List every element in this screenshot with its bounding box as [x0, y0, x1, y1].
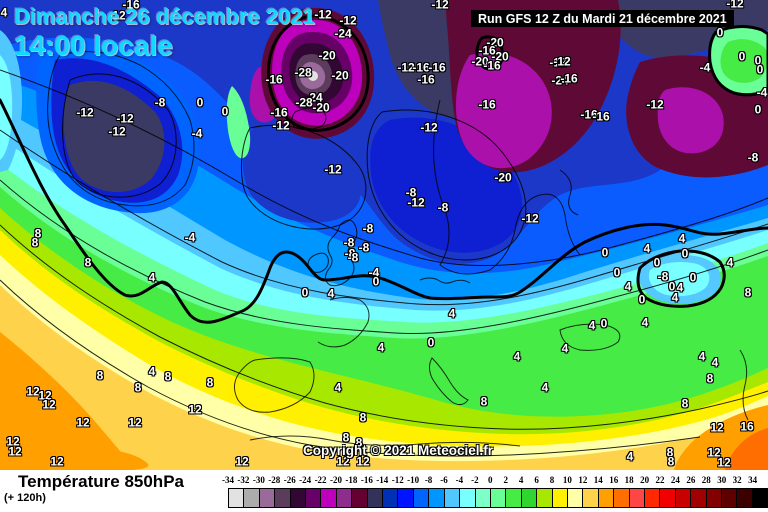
legend-tick: 2: [503, 475, 508, 485]
legend-cell: [643, 489, 660, 507]
legend-cell: [674, 489, 691, 507]
legend-cell: [320, 489, 336, 507]
legend-cell: [274, 489, 290, 507]
coastlines: [47, 51, 749, 447]
legend-tick: -2: [471, 475, 479, 485]
legend-cell: [721, 489, 737, 507]
legend-tick: -22: [314, 475, 327, 485]
legend-cell: [305, 489, 321, 507]
legend-tick-labels: -34 -32 -30 -28 -26 -24 -22 -20 -18 -16 -14 -12 -10-…: [222, 475, 768, 486]
legend-cell: [366, 489, 383, 507]
legend-tick: -6: [440, 475, 448, 485]
legend-tick: 10: [562, 475, 572, 485]
legend-tick: -32: [237, 475, 250, 485]
legend-cell: [397, 489, 413, 507]
legend-cell: [628, 489, 644, 507]
legend-cell: [551, 489, 567, 507]
legend-tick: 24: [670, 475, 680, 485]
legend-tick: 8: [549, 475, 555, 485]
run-banner: Run GFS 12 Z du Mardi 21 décembre 2021: [471, 10, 734, 27]
legend-cell: [751, 489, 768, 507]
legend-cell: [382, 489, 398, 507]
legend-tick: -30: [252, 475, 265, 485]
copyright-text: Copyright © 2021 Meteociel.fr: [303, 443, 493, 458]
legend-cell: [243, 489, 259, 507]
legend-cell: [412, 489, 429, 507]
legend-cell: [613, 489, 629, 507]
legend-tick: 14: [593, 475, 603, 485]
map-area: 4 -16 -12 -12 -12 -12 -24 -20 -28 -20 -16 -24 -28 -20…: [0, 0, 768, 470]
legend-tick: -4: [455, 475, 464, 485]
legend-footer: Température 850hPa (+ 120h) -34 -32 -30 -28…: [0, 470, 768, 512]
temperature-map-svg: [0, 0, 768, 470]
legend-tick: 26: [686, 475, 696, 485]
map-title: Température 850hPa: [18, 472, 184, 491]
legend-cell: [335, 489, 352, 507]
legend-tick: -34: [222, 475, 234, 485]
legend-cell: [289, 489, 306, 507]
legend-tick: 18: [624, 475, 634, 485]
legend-tick: -24: [299, 475, 312, 485]
legend-cell: [690, 489, 706, 507]
legend-cell: [520, 489, 537, 507]
legend-cell: [536, 489, 552, 507]
legend-cell: [582, 489, 598, 507]
legend-cell: [443, 489, 460, 507]
legend-tick: -16: [360, 475, 373, 485]
legend-tick: -18: [345, 475, 358, 485]
temperature-fill-regions: [0, 0, 768, 470]
legend-cell: [505, 489, 521, 507]
legend-cell: [428, 489, 444, 507]
legend-tick: 6: [534, 475, 539, 485]
legend-tick: 22: [655, 475, 665, 485]
legend-cell: [474, 489, 490, 507]
legend-colorbar: [228, 488, 768, 508]
legend-cell: [659, 489, 675, 507]
isotherm-contours: [0, 69, 768, 457]
legend-tick: 0: [488, 475, 493, 485]
legend-tick: -28: [268, 475, 281, 485]
legend-tick: 16: [609, 475, 619, 485]
legend-tick: 28: [701, 475, 711, 485]
legend-tick: -10: [407, 475, 420, 485]
legend-tick: 32: [732, 475, 742, 485]
legend-tick: -12: [391, 475, 404, 485]
legend-tick: -26: [283, 475, 296, 485]
legend-cell: [597, 489, 614, 507]
legend-cell: [459, 489, 475, 507]
legend-tick: 20: [640, 475, 650, 485]
legend-tick: 4: [518, 475, 524, 485]
legend-cell: [351, 489, 367, 507]
legend-cell: [258, 489, 275, 507]
legend-tick: -8: [424, 475, 433, 485]
legend-cell: [566, 489, 583, 507]
legend-cell: [736, 489, 752, 507]
forecast-hour: (+ 120h): [4, 492, 46, 504]
legend-tick: 30: [717, 475, 727, 485]
legend-cell: [489, 489, 506, 507]
legend-tick: -20: [330, 475, 342, 485]
zero-degree-thick-contours: [0, 14, 768, 324]
legend-tick: -14: [376, 475, 389, 485]
legend-tick: 34: [748, 475, 758, 485]
legend-tick: 12: [578, 475, 588, 485]
legend-cell: [229, 489, 244, 507]
legend-cell: [705, 489, 721, 507]
